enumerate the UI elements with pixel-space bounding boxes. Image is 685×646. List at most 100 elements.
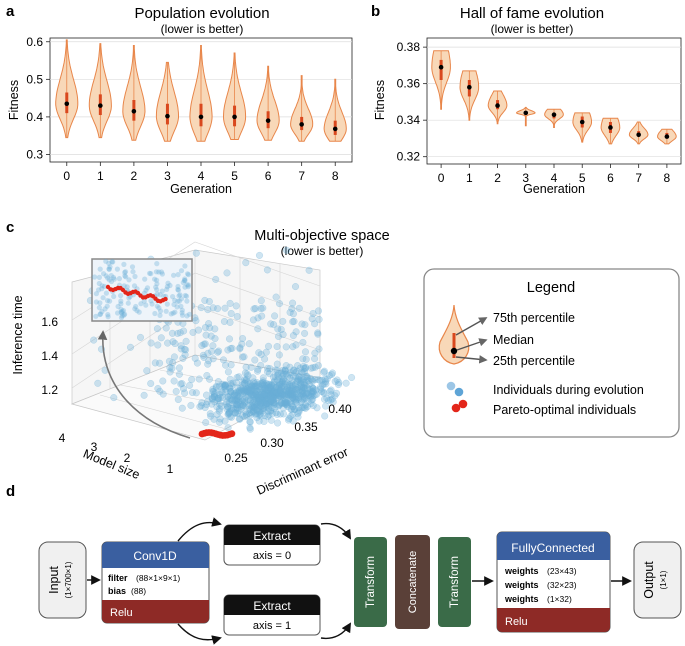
chartB-median-5 xyxy=(579,119,585,125)
inset-point xyxy=(175,287,182,293)
scatter-point xyxy=(198,399,206,407)
chartB-ytick-label: 0.38 xyxy=(397,40,421,54)
scatter-point xyxy=(333,376,341,384)
inset-point xyxy=(118,315,125,321)
legend-scatter-glyph-b xyxy=(454,387,464,397)
chartC-ztick-label: 1.2 xyxy=(41,383,58,397)
inset-point xyxy=(176,293,182,299)
scatter-point xyxy=(157,334,165,342)
scatter-point xyxy=(240,353,248,361)
inset-point xyxy=(100,295,106,301)
conv1d-bias-val: (88) xyxy=(131,586,146,596)
scatter-point xyxy=(181,389,189,397)
conv1d-header: Conv1D xyxy=(133,549,177,563)
chartC-xtick-label: 0.35 xyxy=(294,420,318,434)
inset-point xyxy=(185,271,191,277)
scatter-point xyxy=(233,391,241,399)
scatter-point xyxy=(223,269,231,277)
scatter-point xyxy=(327,396,335,404)
scatter-point xyxy=(225,335,233,343)
chart-c-subtitle: (lower is better) xyxy=(281,244,364,258)
scatter-point xyxy=(215,405,223,413)
chart-c-xlabel: Discriminant error xyxy=(254,445,350,498)
inset-point xyxy=(154,277,160,283)
scatter-point xyxy=(222,361,230,369)
scatter-point xyxy=(205,375,213,383)
scatter-point xyxy=(236,415,244,423)
scatter-point xyxy=(261,384,269,392)
inset-point xyxy=(154,287,160,293)
scatter-point xyxy=(224,346,232,354)
scatter-point xyxy=(323,375,331,383)
chartA-median-6 xyxy=(265,118,271,123)
inset-point xyxy=(109,259,115,265)
scatter-point xyxy=(204,360,212,368)
scatter-point xyxy=(94,379,102,387)
scatter-point xyxy=(322,402,330,410)
scatter-point xyxy=(256,251,264,259)
chart-a-plot: 0.3 0.4 0.5 0.6 0 1 2 3 4 5 6 7 8 Generation Fitnes… xyxy=(7,35,353,196)
scatter-point xyxy=(267,407,275,415)
chartC-xtick-label: 0.25 xyxy=(224,451,248,465)
fc-weights-val-3: (1×32) xyxy=(547,594,572,604)
inset-point xyxy=(133,303,139,310)
inset-point xyxy=(136,309,142,315)
chartA-median-7 xyxy=(299,122,304,127)
scatter-point xyxy=(295,404,303,412)
chartC-ytick-label: 1 xyxy=(167,462,174,476)
scatter-point xyxy=(226,299,234,307)
scatter-point xyxy=(170,377,178,385)
chartB-ytick-label: 0.36 xyxy=(397,77,421,91)
scatter-point xyxy=(249,399,257,407)
scatter-point xyxy=(179,354,187,362)
scatter-point xyxy=(159,377,167,385)
scatter-point xyxy=(281,367,289,375)
inset-point xyxy=(114,266,120,272)
fc-weights-val-2: (32×23) xyxy=(547,580,577,590)
scatter-point xyxy=(260,418,268,426)
inset-point xyxy=(96,274,102,280)
scatter-point xyxy=(177,345,185,353)
inset-point xyxy=(158,269,165,275)
inset-point xyxy=(143,287,149,293)
inset-point xyxy=(132,273,138,280)
scatter-point xyxy=(321,412,329,420)
scatter-point xyxy=(180,327,188,335)
scatter-point xyxy=(251,305,259,313)
scatter-point xyxy=(299,379,307,387)
scatter-point xyxy=(281,380,289,388)
scatter-point xyxy=(227,361,235,369)
inset-point xyxy=(179,310,185,316)
scatter-point xyxy=(194,326,202,334)
inset-point xyxy=(159,288,165,294)
transform1-label: Transform xyxy=(365,556,377,608)
inset-point xyxy=(103,258,109,264)
scatter-point xyxy=(233,313,241,321)
fc-weights-val-1: (23×43) xyxy=(547,566,577,576)
scatter-point xyxy=(335,381,343,389)
scatter-point xyxy=(272,384,280,392)
scatter-point xyxy=(201,296,209,304)
scatter-point xyxy=(225,409,233,417)
chart-b-xlabel: Generation xyxy=(523,182,585,196)
scatter-point xyxy=(151,359,159,367)
extract1-header: Extract xyxy=(253,529,291,543)
output-shape: (1×1) xyxy=(659,570,668,589)
inset-point xyxy=(154,281,160,287)
scatter-point xyxy=(168,364,176,372)
scatter-point xyxy=(220,318,228,326)
scatter-point xyxy=(276,381,284,389)
scatter-point xyxy=(154,341,162,349)
edge-extract2-transform xyxy=(320,622,352,640)
scatter-point xyxy=(232,302,240,310)
scatter-point xyxy=(301,329,309,337)
inset-point xyxy=(182,263,188,269)
chartB-median-0 xyxy=(438,64,444,70)
panel-label-a: a xyxy=(6,3,15,20)
scatter-point xyxy=(275,402,283,410)
chartA-median-0 xyxy=(64,101,70,107)
scatter-point xyxy=(249,403,257,411)
scatter-point xyxy=(136,333,144,341)
scatter-point xyxy=(237,402,245,410)
scatter-point xyxy=(175,370,183,378)
